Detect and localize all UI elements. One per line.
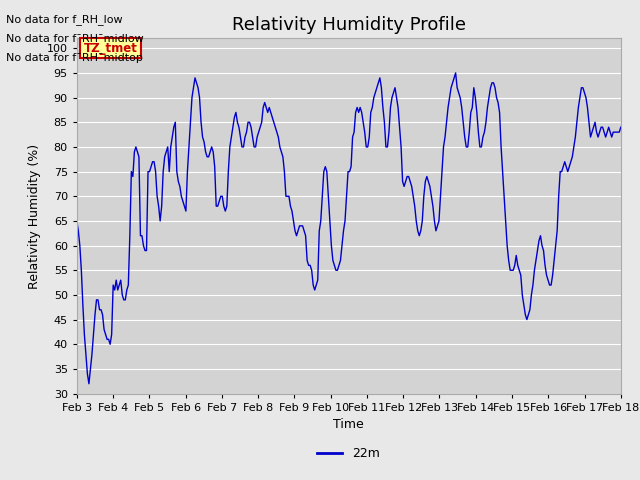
X-axis label: Time: Time [333, 418, 364, 431]
Legend: 22m: 22m [312, 443, 385, 466]
Text: TZ_tmet: TZ_tmet [84, 42, 138, 55]
Text: No data for f¯RH¯midtop: No data for f¯RH¯midtop [6, 53, 143, 63]
Title: Relativity Humidity Profile: Relativity Humidity Profile [232, 16, 466, 34]
Text: No data for f¯RH¯midlow: No data for f¯RH¯midlow [6, 34, 144, 44]
Y-axis label: Relativity Humidity (%): Relativity Humidity (%) [28, 144, 41, 288]
Text: No data for f_RH_low: No data for f_RH_low [6, 14, 123, 25]
